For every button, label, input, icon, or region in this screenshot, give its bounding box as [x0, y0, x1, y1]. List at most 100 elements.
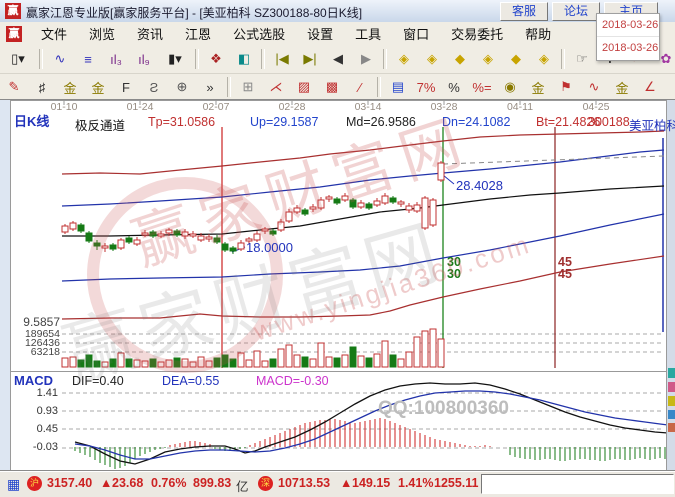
gann-gold-wheel2-icon[interactable]: 金 [91, 80, 105, 96]
gann-diamond-down-icon[interactable]: ◈ [539, 51, 549, 66]
gann-gold-wheel-icon[interactable]: 金 [63, 80, 77, 96]
volume-bar [253, 350, 261, 368]
hand-drag-icon[interactable]: ☞ [576, 51, 588, 66]
chart-region[interactable] [0, 100, 675, 471]
percent-line-icon[interactable]: %= [472, 79, 492, 95]
sh-amount-unit: 亿 [236, 480, 249, 494]
menu-item-6[interactable]: 工具 [355, 26, 382, 42]
ray-lines-icon[interactable]: ⋌ [269, 79, 283, 94]
quote-table-icon[interactable]: ▦ [7, 476, 21, 492]
menu-item-4[interactable]: 公式选股 [233, 26, 286, 42]
toolbar-separator [261, 49, 265, 69]
angle-j-icon[interactable]: ∠ [644, 79, 656, 94]
menu-item-9[interactable]: 帮助 [525, 26, 552, 42]
sz-up-arrow-icon: ▲ [340, 476, 353, 490]
grid-tool-icon[interactable]: ♯ [38, 79, 46, 95]
percent-icon[interactable]: % [448, 79, 460, 95]
percent-7-icon[interactable]: 7% [416, 79, 436, 95]
menu-item-2[interactable]: 资讯 [137, 26, 164, 42]
candle-body [277, 221, 285, 231]
candle-body [77, 224, 85, 232]
volume-bar [421, 330, 429, 368]
prev-page-icon[interactable]: ◀ [333, 51, 343, 66]
menu-item-8[interactable]: 交易委托 [451, 26, 504, 42]
spiral-tool-icon[interactable]: Ƨ [149, 79, 159, 95]
kefu-button[interactable]: 客服 [500, 2, 548, 21]
more-tools-left-icon[interactable]: » [206, 79, 214, 95]
kline-chart-canvas[interactable] [0, 100, 675, 471]
candle-body [149, 231, 157, 237]
menu-item-3[interactable]: 江恩 [185, 26, 212, 42]
candle-style-dropdown-icon[interactable]: ▮▾ [168, 51, 182, 66]
wave-analysis-icon[interactable]: ∿ [54, 51, 66, 66]
sz-index-value[interactable]: 10713.53 [278, 476, 331, 490]
color-chart-icon[interactable]: ◧ [237, 51, 251, 66]
candle-body [109, 244, 117, 250]
gold-wheel3-icon[interactable]: 金 [615, 80, 629, 96]
shanghai-market-icon[interactable]: 沪 [27, 476, 42, 491]
forum-button[interactable]: 论坛 [552, 2, 600, 21]
gold-circle-icon[interactable]: ◉ [504, 79, 516, 94]
chart-frame [10, 100, 667, 471]
speed-line-icon[interactable]: ∕ [358, 79, 362, 95]
price-table-icon[interactable]: ▤ [391, 79, 405, 94]
menu-bar: 赢 文件 浏览 资讯 江恩 公式选股 设置 工具 窗口 交易委托 帮助 [0, 22, 675, 46]
date-option-1[interactable]: 2018-03-26 [602, 19, 659, 31]
volume-bar [405, 351, 413, 368]
first-page-icon[interactable]: |◀ [275, 51, 289, 66]
candle-body [405, 205, 413, 211]
candle-flag-icon[interactable]: ⚑ [560, 79, 572, 94]
bar-chart-3-icon[interactable]: ıl₃ [110, 51, 122, 67]
gann-fan-f-icon[interactable]: F [122, 79, 130, 95]
gann-diamond-compress-icon[interactable]: ◈ [483, 51, 493, 66]
menu-item-5[interactable]: 设置 [307, 26, 334, 42]
rect-grid-icon[interactable]: ⊞ [242, 79, 254, 94]
gold-line-icon[interactable]: 金 [531, 80, 545, 96]
menu-item-1[interactable]: 浏览 [89, 26, 116, 42]
sh-up-arrow-icon: ▲ [100, 476, 113, 490]
date-history-dropdown: 2018-03-26 2018-03-26 [596, 13, 660, 61]
info-document-icon[interactable]: ≡ [84, 51, 92, 67]
volume-bar [109, 358, 117, 368]
menu-item-7[interactable]: 窗口 [403, 26, 430, 42]
last-page-icon[interactable]: ▶| [303, 51, 317, 66]
macd-panel-label[interactable]: MACD [14, 373, 53, 388]
brush-pen-icon[interactable]: ✎ [8, 79, 20, 94]
period-label[interactable]: 日K线 [14, 114, 50, 129]
window-right-frame [666, 100, 675, 471]
bar-chart-9-icon[interactable]: ıl₉ [138, 51, 150, 67]
volume-scale-1: 189654 [24, 328, 60, 340]
kline-period-dropdown-icon[interactable]: ▯▾ [11, 51, 25, 66]
toolbar-separator [195, 49, 199, 69]
candle-body [165, 229, 173, 234]
radial-net-icon[interactable]: ▩ [325, 79, 339, 94]
status-input-field[interactable] [481, 474, 674, 494]
gann-diamond-up-icon[interactable]: ◆ [511, 51, 521, 66]
candle-body [229, 247, 237, 252]
fan-grid-icon[interactable]: ▨ [297, 79, 311, 94]
gann-diamond-left-icon[interactable]: ◈ [399, 51, 409, 66]
candle-body [85, 232, 93, 242]
candle-body [253, 233, 261, 241]
date-tick-label: 02-28 [278, 101, 306, 113]
circle-cycle-icon[interactable]: ⊕ [176, 79, 188, 94]
gann-diamond-expand-icon[interactable]: ◆ [455, 51, 465, 66]
toolbar-separator [227, 77, 231, 97]
param-up-label: Up=29.1587 [250, 115, 319, 129]
gift-tool-icon[interactable]: ✿ [660, 51, 672, 66]
structure-tool-icon[interactable]: ❖ [210, 51, 222, 66]
volume-bar [77, 359, 85, 368]
gann-diamond-right-icon[interactable]: ◈ [427, 51, 437, 66]
date-option-2[interactable]: 2018-03-26 [597, 36, 659, 59]
candle-body [173, 230, 181, 236]
sh-index-value[interactable]: 3157.40 [47, 476, 93, 490]
candle-body [365, 203, 373, 209]
shenzhen-market-icon[interactable]: 深 [258, 476, 273, 491]
candle-body [325, 196, 333, 200]
toolbar-separator [377, 77, 381, 97]
next-page-icon[interactable]: ▶ [361, 51, 371, 66]
menu-item-0[interactable]: 文件 [41, 26, 68, 42]
volume-bar [317, 342, 325, 368]
wave-red-icon[interactable]: ∿ [588, 79, 600, 94]
